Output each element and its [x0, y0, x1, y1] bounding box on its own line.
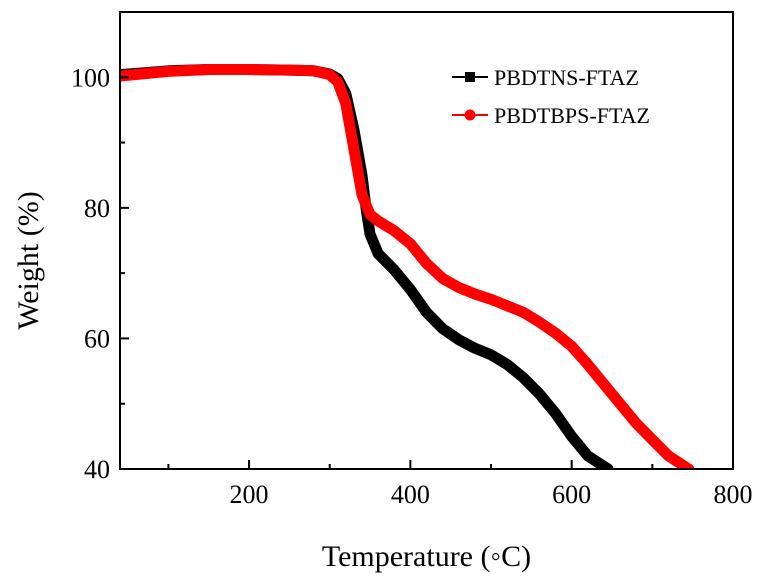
series-line-1	[120, 64, 614, 469]
legend-circle-marker	[464, 109, 476, 121]
x-tick-label: 800	[714, 480, 753, 509]
legend-square-marker	[465, 72, 475, 82]
x-tick-label: 400	[391, 480, 430, 509]
series-line-2	[120, 64, 695, 469]
legend: PBDTNS-FTAZ PBDTBPS-FTAZ	[452, 65, 650, 128]
x-tick-label: 200	[230, 480, 269, 509]
x-tick-label: 600	[552, 480, 591, 509]
series-layer	[120, 64, 695, 469]
y-axis-title: Weight (%)	[12, 191, 45, 329]
y-tick-label: 80	[84, 194, 110, 223]
x-axis-title: Temperature (◦C)	[322, 540, 531, 573]
ticks-layer: 200 400 600 800 40 60 80 100	[71, 11, 753, 509]
plot-frame	[119, 11, 734, 470]
legend-label: PBDTBPS-FTAZ	[494, 103, 650, 128]
y-tick-label: 100	[71, 63, 110, 92]
y-tick-label: 40	[84, 455, 110, 484]
legend-label: PBDTNS-FTAZ	[494, 65, 639, 90]
y-tick-label: 60	[84, 324, 110, 353]
